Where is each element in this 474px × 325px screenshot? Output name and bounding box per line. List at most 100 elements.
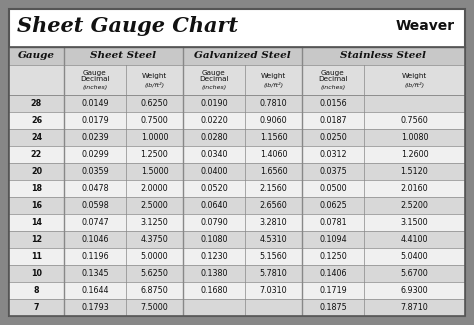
Text: 0.0312: 0.0312 bbox=[319, 150, 347, 159]
Bar bbox=[9, 265, 465, 282]
Text: Sheet Steel: Sheet Steel bbox=[91, 51, 156, 60]
Text: 0.6250: 0.6250 bbox=[141, 99, 168, 108]
Text: 6.8750: 6.8750 bbox=[141, 286, 168, 295]
Text: 24: 24 bbox=[31, 133, 42, 142]
Bar bbox=[9, 47, 465, 65]
Text: 5.6700: 5.6700 bbox=[401, 269, 428, 278]
Text: 1.2500: 1.2500 bbox=[141, 150, 168, 159]
Text: 11: 11 bbox=[31, 252, 42, 261]
Text: Stainless Steel: Stainless Steel bbox=[340, 51, 427, 60]
Text: 0.0220: 0.0220 bbox=[200, 116, 228, 125]
Text: (lb/ft²): (lb/ft²) bbox=[145, 82, 164, 88]
Text: 2.5000: 2.5000 bbox=[141, 201, 168, 210]
Bar bbox=[9, 180, 465, 197]
Text: 0.0640: 0.0640 bbox=[200, 201, 228, 210]
Text: 2.5200: 2.5200 bbox=[401, 201, 428, 210]
Bar bbox=[9, 282, 465, 299]
Text: 0.0187: 0.0187 bbox=[319, 116, 347, 125]
Text: 1.6560: 1.6560 bbox=[260, 167, 287, 176]
Text: 12: 12 bbox=[31, 235, 42, 244]
Text: 0.1793: 0.1793 bbox=[81, 303, 109, 312]
Text: 2.0000: 2.0000 bbox=[141, 184, 168, 193]
Bar bbox=[9, 197, 465, 214]
Text: 0.0747: 0.0747 bbox=[81, 218, 109, 227]
Bar bbox=[9, 65, 465, 95]
Bar bbox=[9, 146, 465, 163]
Text: 5.0000: 5.0000 bbox=[141, 252, 168, 261]
Text: Weaver: Weaver bbox=[396, 19, 455, 33]
Text: 0.1196: 0.1196 bbox=[81, 252, 109, 261]
Text: 0.0781: 0.0781 bbox=[319, 218, 347, 227]
Text: 7: 7 bbox=[34, 303, 39, 312]
Text: 4.5310: 4.5310 bbox=[260, 235, 287, 244]
Text: Decimal: Decimal bbox=[80, 76, 110, 82]
Text: 0.0400: 0.0400 bbox=[200, 167, 228, 176]
Text: 1.5120: 1.5120 bbox=[401, 167, 428, 176]
Text: (inches): (inches) bbox=[320, 84, 346, 89]
Text: 0.0239: 0.0239 bbox=[81, 133, 109, 142]
Text: 1.4060: 1.4060 bbox=[260, 150, 287, 159]
Text: 18: 18 bbox=[31, 184, 42, 193]
Text: 1.1560: 1.1560 bbox=[260, 133, 287, 142]
Text: 10: 10 bbox=[31, 269, 42, 278]
Text: 0.0598: 0.0598 bbox=[81, 201, 109, 210]
Bar bbox=[9, 47, 465, 316]
Text: 0.1406: 0.1406 bbox=[319, 269, 347, 278]
Text: 16: 16 bbox=[31, 201, 42, 210]
Text: 0.0790: 0.0790 bbox=[200, 218, 228, 227]
Text: 4.4100: 4.4100 bbox=[401, 235, 428, 244]
Text: 0.1046: 0.1046 bbox=[81, 235, 109, 244]
Text: 2.0160: 2.0160 bbox=[401, 184, 428, 193]
Text: 0.0156: 0.0156 bbox=[319, 99, 347, 108]
Text: 0.0625: 0.0625 bbox=[319, 201, 347, 210]
Text: 0.1094: 0.1094 bbox=[319, 235, 347, 244]
Text: 5.7810: 5.7810 bbox=[260, 269, 287, 278]
Text: 3.2810: 3.2810 bbox=[260, 218, 287, 227]
Text: 6.9300: 6.9300 bbox=[401, 286, 428, 295]
Text: Gauge: Gauge bbox=[83, 70, 107, 76]
Text: Sheet Gauge Chart: Sheet Gauge Chart bbox=[17, 16, 238, 36]
Text: 0.0299: 0.0299 bbox=[81, 150, 109, 159]
Bar bbox=[9, 129, 465, 146]
Text: 0.0520: 0.0520 bbox=[200, 184, 228, 193]
Text: 1.0000: 1.0000 bbox=[141, 133, 168, 142]
Bar bbox=[9, 248, 465, 265]
Text: 0.0359: 0.0359 bbox=[81, 167, 109, 176]
Text: 7.0310: 7.0310 bbox=[260, 286, 287, 295]
Text: 7.5000: 7.5000 bbox=[141, 303, 168, 312]
Bar bbox=[9, 95, 465, 112]
Text: 0.0280: 0.0280 bbox=[200, 133, 228, 142]
Bar bbox=[9, 163, 465, 180]
Text: 0.0478: 0.0478 bbox=[81, 184, 109, 193]
Text: 22: 22 bbox=[31, 150, 42, 159]
Text: 2.1560: 2.1560 bbox=[260, 184, 287, 193]
Text: 0.1680: 0.1680 bbox=[200, 286, 228, 295]
Bar bbox=[9, 231, 465, 248]
Text: (lb/ft²): (lb/ft²) bbox=[264, 82, 283, 88]
Bar bbox=[9, 112, 465, 129]
Text: Galvanized Steel: Galvanized Steel bbox=[194, 51, 291, 60]
Text: 0.0375: 0.0375 bbox=[319, 167, 347, 176]
Text: 26: 26 bbox=[31, 116, 42, 125]
Text: 0.0500: 0.0500 bbox=[319, 184, 347, 193]
Text: Weight: Weight bbox=[261, 73, 286, 79]
Text: 0.1875: 0.1875 bbox=[319, 303, 347, 312]
Text: 0.7810: 0.7810 bbox=[260, 99, 287, 108]
Text: Decimal: Decimal bbox=[318, 76, 348, 82]
Text: 7.8710: 7.8710 bbox=[401, 303, 428, 312]
Text: Gauge: Gauge bbox=[18, 51, 55, 60]
Text: 5.1560: 5.1560 bbox=[260, 252, 287, 261]
Text: 1.2600: 1.2600 bbox=[401, 150, 428, 159]
Text: 28: 28 bbox=[31, 99, 42, 108]
Text: 4.3750: 4.3750 bbox=[141, 235, 168, 244]
Text: 0.1250: 0.1250 bbox=[319, 252, 347, 261]
Text: 0.0179: 0.0179 bbox=[81, 116, 109, 125]
Text: 5.0400: 5.0400 bbox=[401, 252, 428, 261]
Text: 0.7500: 0.7500 bbox=[141, 116, 168, 125]
Text: 0.7560: 0.7560 bbox=[401, 116, 428, 125]
Text: 0.1230: 0.1230 bbox=[200, 252, 228, 261]
Text: 0.1080: 0.1080 bbox=[200, 235, 228, 244]
Text: 0.0250: 0.0250 bbox=[319, 133, 347, 142]
Text: 14: 14 bbox=[31, 218, 42, 227]
Text: (inches): (inches) bbox=[201, 84, 227, 89]
